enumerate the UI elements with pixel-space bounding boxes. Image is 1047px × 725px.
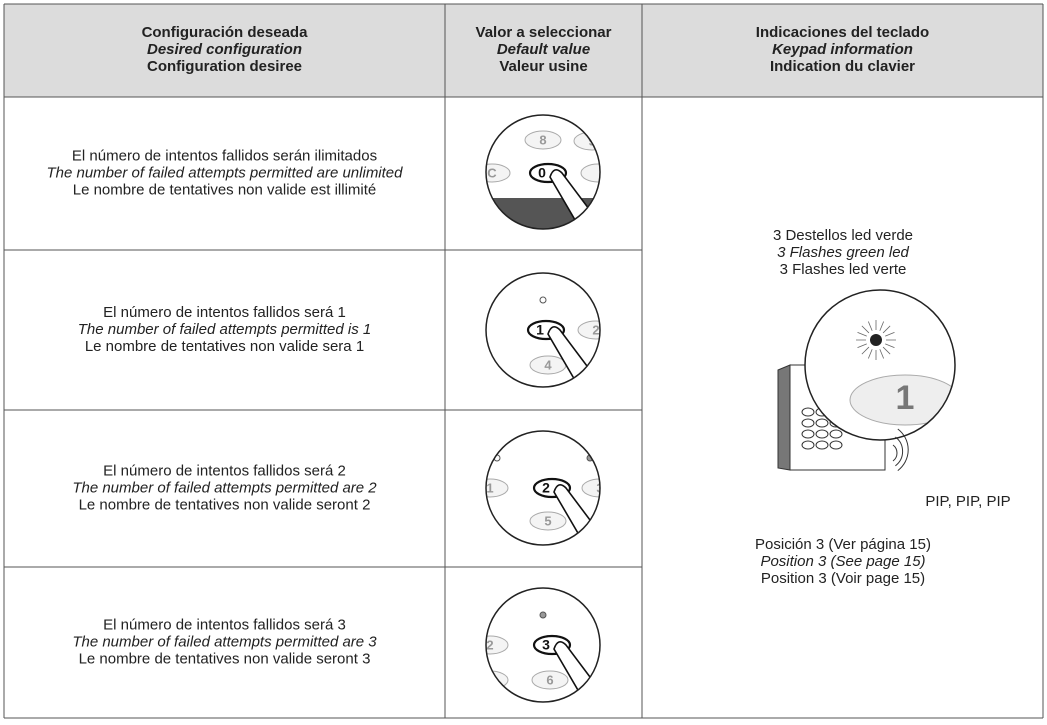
led-ray — [879, 321, 885, 331]
key — [580, 163, 600, 183]
led-text: 3 Destellos led verde — [773, 227, 913, 244]
header-text: Configuration desiree — [147, 58, 302, 75]
key-label: 2 — [542, 480, 550, 496]
row-text: Le nombre de tentatives non valide est i… — [73, 181, 377, 198]
key — [486, 670, 509, 690]
led-ray — [882, 325, 891, 334]
sound-wave — [892, 444, 898, 462]
row-text: Le nombre de tentatives non valide sera … — [85, 338, 364, 355]
key-label: 3 — [596, 480, 603, 495]
device-key — [815, 418, 829, 428]
header-bg — [4, 4, 1043, 97]
key — [486, 163, 511, 183]
led-ray — [885, 343, 895, 349]
led-ray — [882, 346, 891, 355]
row-text: The number of failed attempts permitted … — [78, 321, 371, 338]
key-label: 4 — [544, 357, 552, 372]
led-ray — [861, 325, 870, 334]
row-text: Le nombre de tentatives non valide seron… — [79, 496, 371, 513]
keypad-illustration: 2 3 6 5 — [486, 588, 600, 702]
row-text: El número de intentos fallidos será 1 — [103, 304, 346, 321]
keypad-outline — [485, 587, 601, 703]
led-ray — [867, 321, 873, 331]
led — [539, 296, 547, 304]
device-key — [829, 440, 843, 450]
led-ray — [879, 349, 885, 359]
key-label: 1 — [536, 322, 544, 338]
sound-text: PIP, PIP, PIP — [925, 493, 1010, 510]
led-ray — [867, 349, 873, 359]
key — [581, 478, 600, 498]
led — [539, 611, 547, 619]
device-key — [801, 418, 815, 428]
led-zoom: 1 — [805, 290, 955, 440]
device-key — [801, 429, 815, 439]
key — [486, 635, 509, 655]
zoom-key — [849, 374, 955, 426]
key — [531, 670, 569, 690]
key-label: 5 — [544, 513, 551, 528]
key-label: 1 — [486, 480, 493, 495]
keypad-outline — [485, 430, 601, 546]
key — [486, 478, 509, 498]
header-text: Valeur usine — [499, 58, 587, 75]
header-text: Desired configuration — [147, 41, 302, 58]
device-key — [829, 429, 843, 439]
finger — [549, 169, 594, 227]
key-label: C — [487, 165, 497, 180]
finger — [547, 326, 592, 384]
device-key — [801, 440, 815, 450]
position-text: Position 3 (Voir page 15) — [761, 570, 925, 587]
led-text: 3 Flashes green led — [777, 244, 909, 261]
header-text: Configuración deseada — [142, 24, 309, 41]
row-text: El número de intentos fallidos será 2 — [103, 462, 346, 479]
row-text: Le nombre de tentatives non valide seron… — [79, 650, 371, 667]
key-label: 3 — [542, 637, 550, 653]
device-key — [801, 407, 815, 417]
keypad-illustration: 1 2 3 5 — [486, 431, 603, 545]
header-text: Keypad information — [772, 41, 913, 58]
led-glow — [870, 334, 882, 346]
zoom-outline — [804, 289, 956, 441]
header-text: Indicaciones del teclado — [756, 24, 929, 41]
device-key — [815, 440, 829, 450]
position-text: Posición 3 (Ver página 15) — [755, 536, 931, 553]
keypad-illustration: 8 9C 0 — [486, 115, 600, 229]
row-text: El número de intentos fallidos serán ili… — [72, 147, 377, 164]
key — [529, 511, 567, 531]
device-key — [815, 429, 829, 439]
led-ray — [857, 331, 867, 337]
key-label: 8 — [539, 132, 546, 147]
row-text: The number of failed attempts permitted … — [72, 479, 377, 496]
key — [524, 130, 562, 150]
row-text: The number of failed attempts permitted … — [46, 164, 403, 181]
keypad-outline — [485, 272, 601, 388]
led-ray — [861, 346, 870, 355]
led-ray — [857, 343, 867, 349]
header-text: Default value — [497, 41, 590, 58]
led-ray — [885, 331, 895, 337]
key — [577, 320, 600, 340]
key-label: 0 — [538, 165, 546, 181]
row-text: El número de intentos fallidos será 3 — [103, 616, 346, 633]
device-side — [777, 364, 791, 471]
position-text: Position 3 (See page 15) — [760, 553, 925, 570]
keypad-illustration: 1 2 4 — [486, 273, 600, 387]
header-text: Valor a seleccionar — [476, 24, 612, 41]
keypad-outline — [485, 114, 601, 230]
key-label: 2 — [592, 322, 599, 337]
header-text: Indication du clavier — [770, 58, 915, 75]
key-label: 6 — [546, 672, 553, 687]
zoom-digit: 1 — [896, 379, 915, 417]
led-text: 3 Flashes led verte — [780, 261, 907, 278]
key-label: 2 — [486, 637, 493, 652]
row-text: The number of failed attempts permitted … — [72, 633, 377, 650]
sound-wave — [897, 428, 909, 471]
key-label: 5 — [486, 672, 493, 687]
sound-wave — [895, 436, 904, 467]
